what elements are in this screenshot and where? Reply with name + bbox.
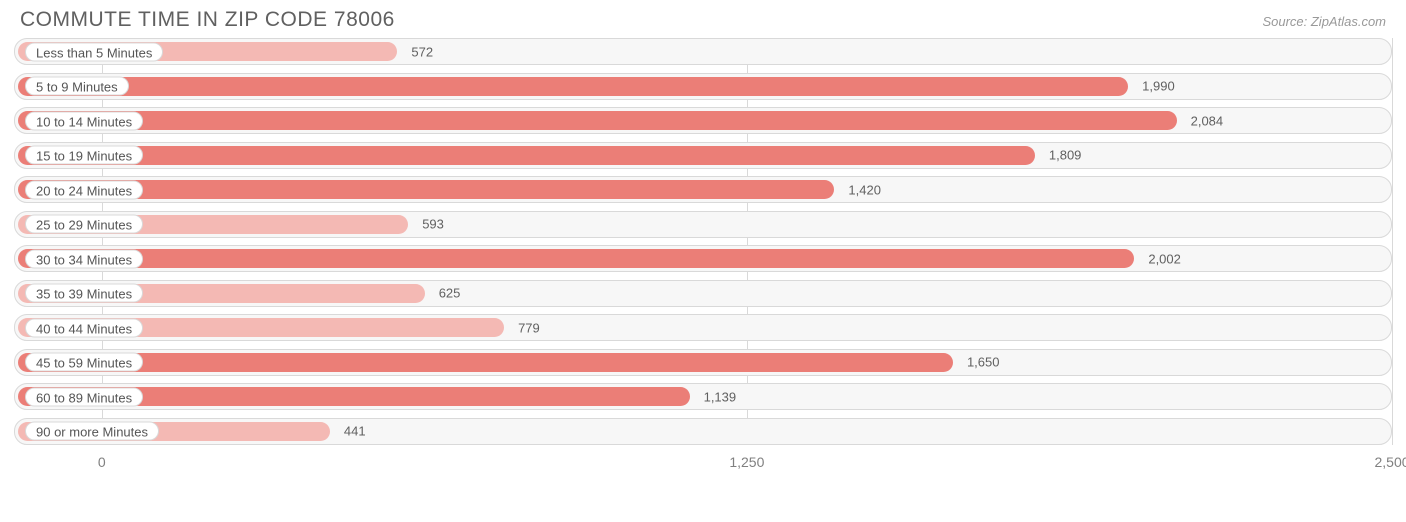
- bar: [18, 77, 1128, 96]
- value-label: 1,650: [967, 355, 1000, 370]
- bar-row: 15 to 19 Minutes 1,809: [14, 142, 1392, 169]
- value-label: 572: [411, 44, 433, 59]
- bar: [18, 146, 1035, 165]
- chart-header: COMMUTE TIME IN ZIP CODE 78006 Source: Z…: [14, 8, 1392, 38]
- category-pill: 60 to 89 Minutes: [25, 387, 143, 406]
- bar-row: 35 to 39 Minutes 625: [14, 280, 1392, 307]
- x-tick-label: 1,250: [729, 454, 764, 470]
- bar-row: 25 to 29 Minutes 593: [14, 211, 1392, 238]
- category-pill: 40 to 44 Minutes: [25, 318, 143, 337]
- bar-row: 30 to 34 Minutes 2,002: [14, 245, 1392, 272]
- value-label: 625: [439, 286, 461, 301]
- bar-row: 40 to 44 Minutes 779: [14, 314, 1392, 341]
- x-tick-label: 0: [98, 454, 106, 470]
- bar-row: 20 to 24 Minutes 1,420: [14, 176, 1392, 203]
- category-pill: 30 to 34 Minutes: [25, 249, 143, 268]
- bar-row: 10 to 14 Minutes 2,084: [14, 107, 1392, 134]
- value-label: 2,084: [1191, 113, 1224, 128]
- value-label: 1,809: [1049, 148, 1082, 163]
- x-axis: 01,2502,500: [14, 452, 1392, 472]
- category-pill: 90 or more Minutes: [25, 422, 159, 441]
- bar-row: 45 to 59 Minutes 1,650: [14, 349, 1392, 376]
- chart-title: COMMUTE TIME IN ZIP CODE 78006: [20, 8, 395, 32]
- category-pill: 10 to 14 Minutes: [25, 111, 143, 130]
- value-label: 593: [422, 217, 444, 232]
- x-tick-label: 2,500: [1374, 454, 1406, 470]
- category-pill: 20 to 24 Minutes: [25, 180, 143, 199]
- bar-row: 90 or more Minutes 441: [14, 418, 1392, 445]
- bar: [18, 353, 953, 372]
- value-label: 441: [344, 424, 366, 439]
- value-label: 2,002: [1148, 251, 1181, 266]
- gridline: [1392, 38, 1393, 445]
- chart-area: Less than 5 Minutes 572 5 to 9 Minutes 1,99…: [14, 38, 1392, 472]
- bar-row: 5 to 9 Minutes 1,990: [14, 73, 1392, 100]
- bar-row: Less than 5 Minutes 572: [14, 38, 1392, 65]
- plot-region: Less than 5 Minutes 572 5 to 9 Minutes 1,99…: [14, 38, 1392, 445]
- bar: [18, 111, 1177, 130]
- value-label: 1,990: [1142, 79, 1175, 94]
- bar-row: 60 to 89 Minutes 1,139: [14, 383, 1392, 410]
- bar: [18, 249, 1134, 268]
- category-pill: 5 to 9 Minutes: [25, 77, 129, 96]
- category-pill: 15 to 19 Minutes: [25, 146, 143, 165]
- category-pill: 45 to 59 Minutes: [25, 353, 143, 372]
- value-label: 1,420: [848, 182, 881, 197]
- chart-source: Source: ZipAtlas.com: [1262, 14, 1386, 29]
- category-pill: 25 to 29 Minutes: [25, 215, 143, 234]
- value-label: 779: [518, 320, 540, 335]
- category-pill: 35 to 39 Minutes: [25, 284, 143, 303]
- category-pill: Less than 5 Minutes: [25, 42, 163, 61]
- value-label: 1,139: [704, 389, 737, 404]
